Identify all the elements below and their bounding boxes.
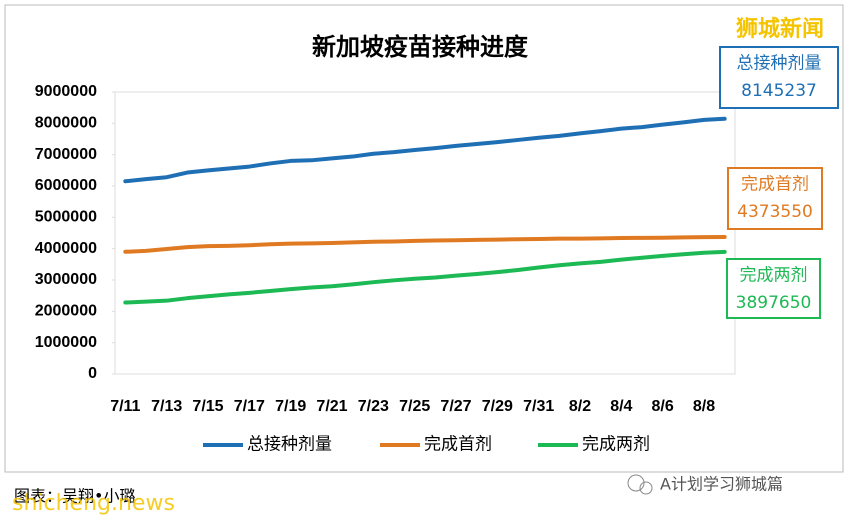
y-tick-label: 9000000 (35, 83, 97, 100)
legend-label: 完成两剂 (582, 435, 650, 455)
legend-label: 完成首剂 (424, 435, 492, 455)
annotation-box (719, 46, 839, 109)
watermark: shicheng.news (12, 491, 175, 516)
x-tick-label: 8/8 (693, 398, 715, 415)
x-tick-label: 7/13 (151, 398, 182, 415)
x-tick-label: 7/19 (275, 398, 306, 415)
x-tick-label: 7/15 (192, 398, 223, 415)
y-tick-label: 2000000 (35, 303, 97, 320)
x-tick-label: 7/29 (482, 398, 513, 415)
y-tick-label: 5000000 (35, 209, 97, 226)
wechat-icon (627, 474, 645, 492)
annotation-value: 4373550 (737, 202, 813, 222)
legend-label: 总接种剂量 (247, 435, 332, 455)
y-tick-label: 0 (88, 365, 97, 382)
x-tick-label: 8/6 (652, 398, 674, 415)
credit: 图表：吴翔•小璐 (14, 487, 135, 506)
chart-title: 新加坡疫苗接种进度 (312, 33, 529, 61)
x-tick-label: 7/31 (523, 398, 554, 415)
x-tick-label: 7/21 (316, 398, 347, 415)
y-tick-label: 3000000 (35, 271, 97, 288)
annotation-value: 3897650 (736, 293, 812, 313)
account: A计划学习狮城篇 (627, 474, 783, 495)
annotation-name: 完成两剂 (740, 266, 808, 286)
account-name: A计划学习狮城篇 (660, 475, 783, 494)
x-tick-label: 8/4 (610, 398, 632, 415)
annotation-box (727, 167, 823, 230)
annotation-value: 8145237 (741, 81, 817, 101)
y-tick-label: 8000000 (35, 115, 97, 132)
y-tick-label: 7000000 (35, 146, 97, 163)
series-line (123, 234, 727, 254)
x-tick-label: 7/11 (110, 398, 140, 415)
x-tick-label: 8/2 (569, 398, 591, 415)
y-tick-label: 4000000 (35, 240, 97, 257)
annotation-name: 总接种剂量 (737, 54, 822, 74)
x-tick-label: 7/25 (399, 398, 430, 415)
annotation-name: 完成首剂 (741, 175, 809, 195)
series-line (123, 116, 727, 184)
wechat-icon (639, 481, 653, 495)
x-tick-label: 7/17 (234, 398, 265, 415)
y-tick-label: 1000000 (35, 334, 97, 351)
x-tick-label: 7/23 (358, 398, 389, 415)
series-line (123, 249, 727, 305)
plot-area (114, 91, 736, 375)
x-tick-label: 7/27 (440, 398, 471, 415)
y-tick-label: 6000000 (35, 177, 97, 194)
annotation-box (726, 258, 821, 319)
logo: 狮城新闻 (736, 16, 824, 42)
